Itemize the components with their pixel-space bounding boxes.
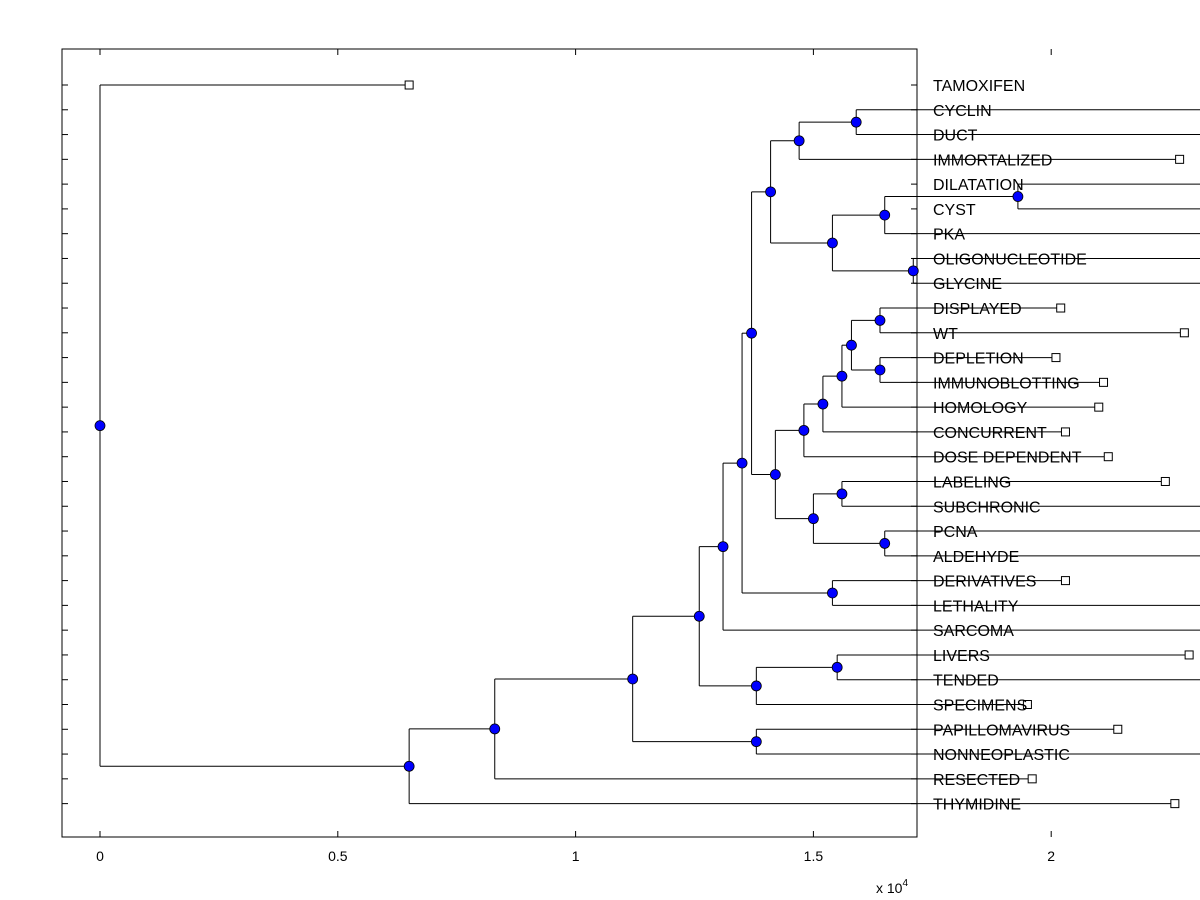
node-marker [765,186,776,198]
node-marker [746,327,757,339]
leaf-marker [1175,154,1185,164]
leaf-marker [1099,377,1109,387]
leaf-label: PKA [933,227,965,244]
node-marker [403,760,415,772]
leaf-label: WT [933,326,958,343]
node-marker [736,457,748,469]
node-marker [874,315,886,326]
leaf-label: CYST [933,202,976,219]
axis-multiplier-base: x 10 [876,880,903,896]
node-marker [817,398,829,410]
node-marker [879,538,891,549]
node-marker [750,680,762,692]
leaf-label: DUCT [933,128,978,145]
node-marker [1012,191,1024,202]
leaf-marker [404,80,414,90]
leaf-marker [1094,402,1104,412]
leaf-label: LETHALITY [933,598,1019,615]
leaf-marker [1184,650,1194,660]
leaf-label: OLIGONUCLEOTIDE [933,251,1087,268]
node-marker [879,209,891,221]
node-marker [717,541,729,553]
leaf-marker [1027,774,1037,784]
leaf-label: ALDEHYDE [933,549,1019,566]
leaf-marker [1170,799,1180,809]
leaf-label: DEPLETION [933,351,1024,368]
node-marker [836,370,848,382]
leaf-label: TENDED [933,673,999,690]
leaf-label: DOSE DEPENDENT [933,450,1082,467]
x-tick-labels: 00.511.522.53 [96,848,1055,864]
leaf-label: THYMIDINE [933,797,1021,814]
node-marker [627,673,639,685]
leaf-marker [1179,328,1189,338]
leaf-label: TAMOXIFEN [933,78,1025,95]
leaf-label: IMMUNOBLOTTING [933,375,1080,392]
leaf-label: SUBCHRONIC [933,499,1041,516]
node-marker [827,237,838,249]
node-marker [750,736,762,748]
leaf-label: PAPILLOMAVIRUS [933,722,1070,739]
x-tick-label: 2 [1047,848,1055,864]
leaf-label: CONCURRENT [933,425,1047,442]
dendrogram-links [99,84,1200,805]
node-marker [831,661,843,673]
node-markers [94,116,1024,772]
node-marker [94,420,106,432]
leaf-marker [1103,452,1113,462]
node-marker [836,488,848,500]
leaf-label: CYCLIN [933,103,992,120]
x-tick-label: 0 [96,848,104,864]
leaf-label: PCNA [933,524,978,541]
leaf-label: SARCOMA [933,623,1014,640]
x-tick-label: 0.5 [328,848,348,864]
node-marker [808,513,819,525]
leaf-label: SPECIMENS [933,698,1027,715]
leaf-marker [1051,353,1061,363]
leaf-label: DISPLAYED [933,301,1022,318]
leaf-label: LABELING [933,474,1011,491]
leaf-label: DILATATION [933,177,1024,194]
leaf-label: IMMORTALIZED [933,152,1052,169]
x-tick-label: 1 [572,848,580,864]
node-marker [693,610,705,622]
leaf-labels: TAMOXIFEN CYCLIN DUCT IMMORTALIZED DILATATIO… [933,78,1087,814]
leaf-label: DERIVATIVES [933,574,1036,591]
leaf-marker [1056,303,1066,313]
node-marker [489,723,501,735]
node-marker [793,135,805,147]
leaf-marker [1113,724,1123,734]
axis-multiplier-exponent: 4 [902,878,908,889]
node-marker [798,424,810,436]
axis-multiplier-label: x 104 [876,878,908,896]
node-marker [827,587,838,599]
leaf-marker [1060,427,1070,437]
leaf-label: RESECTED [933,772,1020,789]
node-marker [850,116,862,128]
plot-frame [61,48,918,838]
leaf-marker [1022,700,1032,709]
leaf-marker [1160,476,1170,486]
node-marker [769,469,781,480]
node-marker [846,339,857,351]
leaf-label: NONNEOPLASTIC [933,747,1070,764]
x-tick-label: 1.5 [804,848,824,864]
leaf-label: LIVERS [933,648,990,665]
leaf-marker [1060,576,1070,586]
node-marker [907,265,919,277]
leaf-label: HOMOLOGY [933,400,1028,417]
node-marker [874,364,886,376]
leaf-label: GLYCINE [933,276,1002,293]
leaf-markers [404,80,1194,809]
